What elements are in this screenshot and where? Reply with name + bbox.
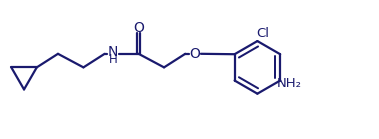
Text: N: N xyxy=(108,45,118,59)
Text: H: H xyxy=(109,53,117,66)
Text: O: O xyxy=(190,47,200,61)
Text: Cl: Cl xyxy=(256,27,269,40)
Text: O: O xyxy=(133,21,144,35)
Text: NH₂: NH₂ xyxy=(277,77,302,90)
